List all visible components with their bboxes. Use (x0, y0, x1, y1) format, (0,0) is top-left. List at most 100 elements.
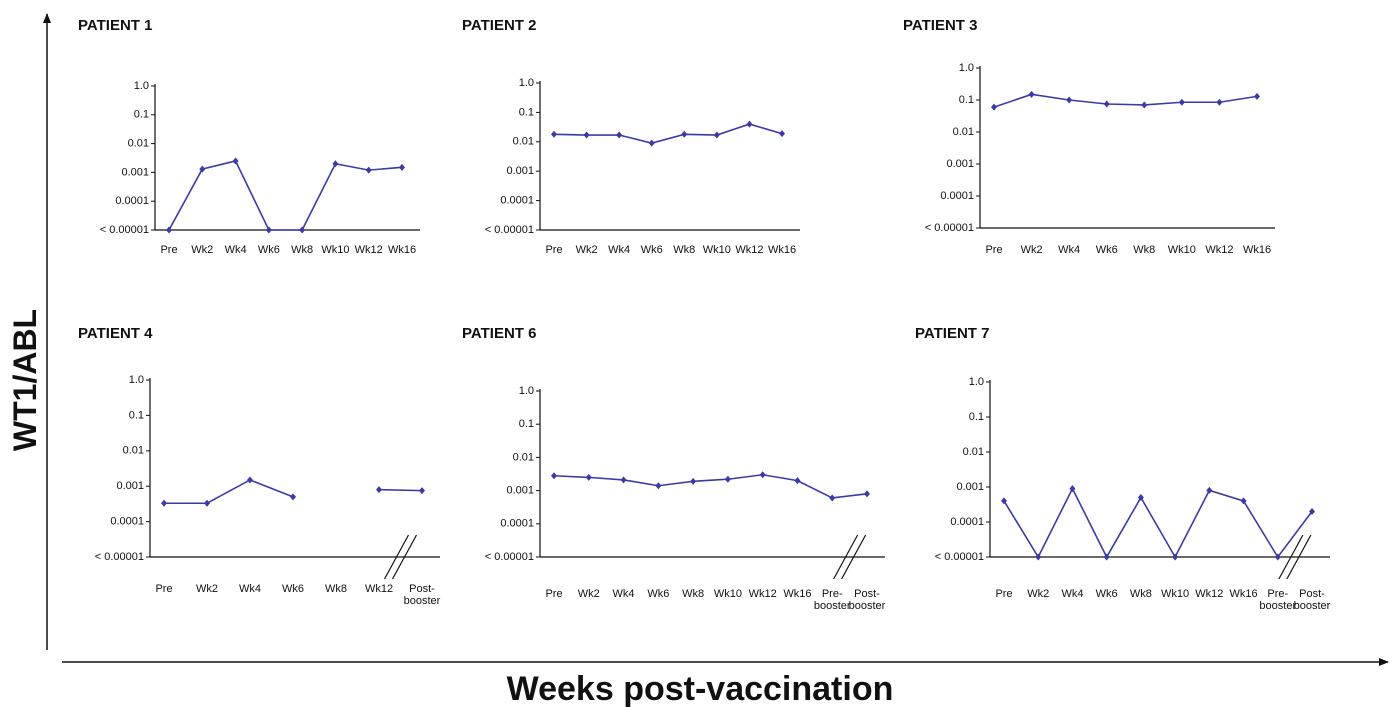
x-tick-label: Pre (995, 588, 1012, 600)
x-tick-label: Pre (985, 244, 1002, 256)
data-point (299, 226, 306, 234)
y-tick-label: 0.1 (959, 94, 974, 106)
y-tick-label: 0.001 (116, 480, 144, 492)
x-tick-label: Wk4 (608, 244, 630, 256)
x-tick-label: Wk2 (1021, 244, 1043, 256)
data-line (378, 488, 423, 492)
x-tick-label: Wk4 (225, 244, 247, 256)
x-tick-label: Wk12 (749, 588, 777, 600)
data-point (1069, 485, 1076, 493)
panel-title: PATIENT 1 (78, 17, 152, 34)
data-point (713, 131, 720, 139)
data-line (168, 160, 403, 231)
y-tick-label: < 0.00001 (100, 224, 149, 236)
y-tick-label: 0.0001 (500, 195, 534, 207)
panel-title: PATIENT 3 (903, 17, 977, 34)
data-point (551, 472, 557, 480)
axis-break (383, 534, 410, 580)
y-tick-label: 0.001 (956, 481, 984, 493)
y-tick-label: 0.01 (963, 446, 984, 458)
x-tick-label: Wk8 (1133, 244, 1155, 256)
panel-title: PATIENT 7 (915, 325, 989, 342)
x-tick-label: Wk12 (1195, 588, 1223, 600)
data-point (991, 103, 997, 111)
data-point (204, 499, 210, 507)
y-tick-label: 0.001 (121, 166, 149, 178)
data-point (620, 476, 627, 484)
y-tick-label: 1.0 (129, 374, 144, 386)
x-tick-label: Wk10 (714, 588, 742, 600)
x-tick-label: Wk2 (576, 244, 598, 256)
data-point (161, 499, 167, 507)
x-tick-label: Wk16 (1229, 588, 1257, 600)
data-line (1003, 486, 1313, 559)
data-point (265, 226, 272, 234)
y-axis-title: WT1/ABL (7, 309, 43, 451)
data-point (1035, 553, 1042, 561)
data-point (1001, 497, 1007, 505)
x-tick-label: Wk6 (1096, 588, 1118, 600)
x-tick-label: Wk16 (388, 244, 416, 256)
y-tick-label: 0.0001 (940, 190, 974, 202)
y-tick-label: 1.0 (519, 77, 534, 89)
data-point (759, 471, 766, 479)
data-point (332, 160, 339, 168)
data-point (1103, 553, 1110, 561)
y-tick-label: 1.0 (519, 385, 534, 397)
data-point (551, 130, 557, 138)
data-point (864, 490, 870, 498)
data-point (1172, 553, 1179, 561)
y-tick-label: 1.0 (959, 62, 974, 74)
axis-break (1278, 534, 1304, 580)
x-tick-label: Wk4 (1058, 244, 1080, 256)
data-point (232, 157, 239, 165)
y-tick-label: < 0.00001 (485, 551, 534, 563)
data-point (690, 477, 697, 485)
x-tick-label: Wk6 (258, 244, 280, 256)
x-tick-label: Pre (545, 588, 562, 600)
data-point (724, 475, 731, 483)
y-tick-label: 0.0001 (500, 518, 534, 530)
data-point (681, 130, 688, 138)
x-tick-label: Post-booster (404, 583, 441, 607)
y-tick-label: < 0.00001 (935, 551, 984, 563)
x-tick-label: Wk10 (703, 244, 731, 256)
data-point (1309, 507, 1315, 515)
data-point (746, 120, 753, 128)
x-tick-label: Wk4 (239, 583, 261, 595)
data-point (419, 487, 425, 495)
x-tick-label: Wk2 (191, 244, 213, 256)
data-point (779, 130, 785, 138)
y-tick-label: 0.01 (513, 136, 534, 148)
data-point (616, 131, 623, 139)
x-tick-label: Wk10 (321, 244, 349, 256)
y-tick-label: 0.0001 (110, 516, 144, 528)
x-tick-label: Wk4 (613, 588, 635, 600)
data-point (247, 476, 253, 484)
data-point (1066, 96, 1073, 104)
y-tick-label: 0.001 (506, 165, 534, 177)
x-tick-label: Wk12 (365, 583, 393, 595)
axis-break (833, 534, 859, 580)
data-point (1103, 100, 1110, 108)
x-tick-label: Wk6 (1096, 244, 1118, 256)
x-tick-label: Post-booster (1294, 588, 1331, 612)
data-point (399, 163, 405, 171)
y-tick-label: 0.1 (519, 418, 534, 430)
x-tick-label: Wk8 (291, 244, 313, 256)
x-tick-label: Wk8 (325, 583, 347, 595)
y-tick-label: < 0.00001 (925, 222, 974, 234)
y-tick-label: 0.01 (953, 126, 974, 138)
y-tick-label: 0.1 (519, 106, 534, 118)
data-point (199, 165, 206, 173)
y-tick-label: 1.0 (134, 80, 149, 92)
data-line (164, 479, 294, 505)
data-point (1240, 497, 1247, 505)
x-tick-label: Wk6 (647, 588, 669, 600)
y-tick-label: 0.01 (123, 445, 144, 457)
x-tick-label: Pre-booster (1259, 588, 1296, 612)
data-line (993, 93, 1258, 108)
data-point (1178, 98, 1185, 106)
x-tick-label: Wk2 (1027, 588, 1049, 600)
data-line (553, 123, 783, 144)
